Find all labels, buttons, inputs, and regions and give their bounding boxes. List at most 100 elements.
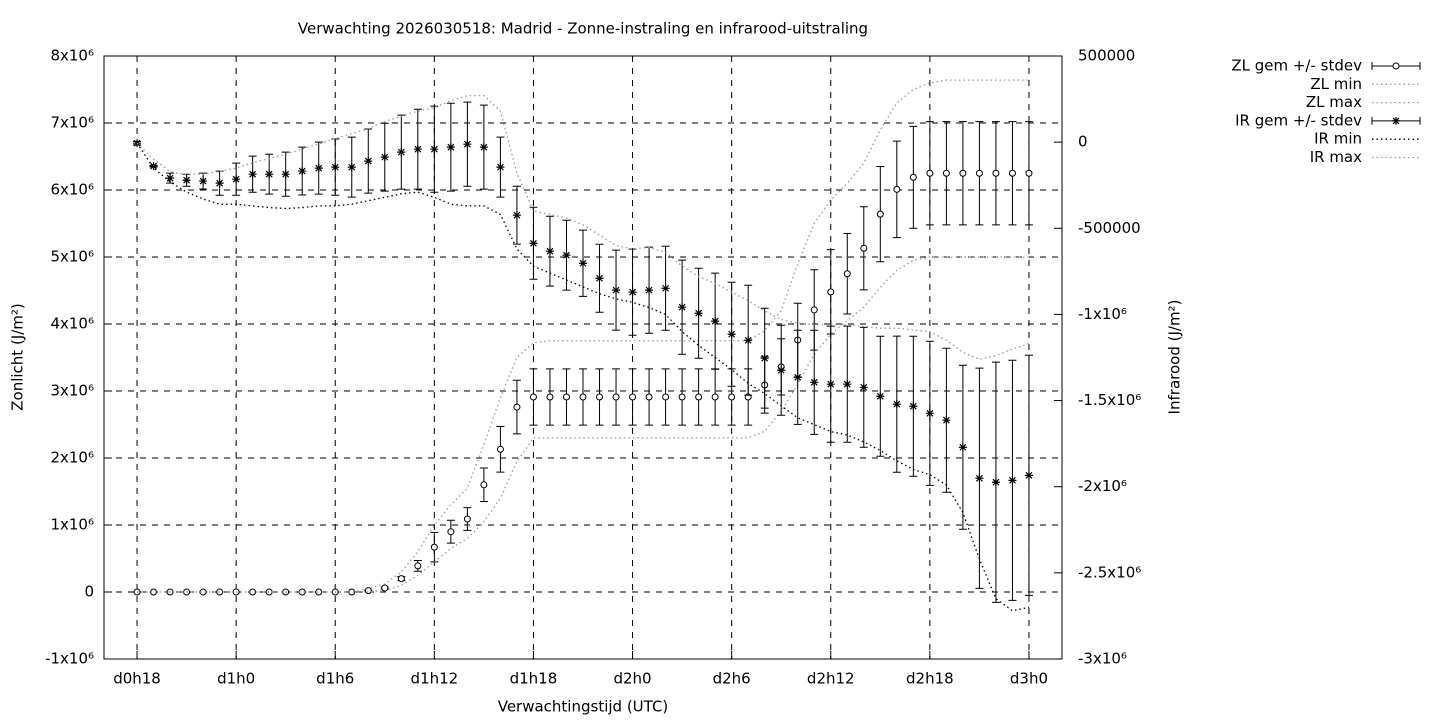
point <box>760 354 769 363</box>
y-tick-label: 3x10⁶ <box>50 382 94 400</box>
legend-label: ZL gem +/- stdev <box>1231 57 1362 75</box>
point <box>695 393 703 401</box>
y-tick-label: -1x10⁶ <box>45 650 94 668</box>
y-tick-label: 0 <box>84 583 94 601</box>
point <box>661 284 670 293</box>
point <box>430 145 439 154</box>
point <box>314 164 323 173</box>
point <box>579 393 587 401</box>
point <box>711 393 719 401</box>
legend-marker <box>1392 62 1400 70</box>
point <box>678 303 687 312</box>
point <box>480 481 488 489</box>
point <box>315 588 323 596</box>
point <box>1024 471 1033 480</box>
point <box>562 251 571 260</box>
point <box>975 169 983 177</box>
x-tick-label: d1h18 <box>510 670 558 688</box>
point <box>959 169 967 177</box>
point <box>562 393 570 401</box>
x-tick-label: d1h0 <box>217 670 255 688</box>
point <box>331 163 340 172</box>
point <box>810 306 818 314</box>
point <box>248 170 257 179</box>
point <box>149 162 158 171</box>
point <box>447 528 455 536</box>
point <box>529 239 538 248</box>
y2-tick-label: -1x10⁶ <box>1078 305 1127 323</box>
point <box>546 393 554 401</box>
point <box>380 153 389 162</box>
x-tick-label: d2h12 <box>807 670 855 688</box>
point <box>496 163 505 172</box>
point <box>694 309 703 318</box>
point <box>645 286 654 295</box>
point <box>860 244 868 252</box>
point <box>216 588 224 596</box>
point <box>991 478 1000 487</box>
point <box>463 140 472 149</box>
plot-frame <box>103 55 1063 660</box>
point <box>579 259 587 268</box>
point <box>612 286 621 295</box>
point <box>232 175 241 184</box>
legend-label: IR min <box>1314 130 1362 148</box>
point <box>1008 169 1016 177</box>
point <box>728 393 736 401</box>
point <box>711 317 720 326</box>
point <box>629 393 637 401</box>
point <box>512 211 521 220</box>
y-axis-label: Zonlicht (J/m²) <box>9 303 27 411</box>
y2-tick-label: -2x10⁶ <box>1078 477 1127 495</box>
x-tick-label: d1h12 <box>411 670 459 688</box>
legend-label: ZL max <box>1306 93 1362 111</box>
point <box>265 170 274 179</box>
point <box>892 400 901 409</box>
legend-label: IR gem +/- stdev <box>1235 111 1362 129</box>
y-tick-label: 1x10⁶ <box>50 516 94 534</box>
point <box>397 148 406 157</box>
point <box>413 145 422 154</box>
y-tick-label: 4x10⁶ <box>50 315 94 333</box>
y2-tick-label: -500000 <box>1078 219 1141 237</box>
point <box>909 173 917 181</box>
point <box>727 330 736 339</box>
x-axis-label: Verwachtingstijd (UTC) <box>498 698 669 716</box>
point <box>744 336 753 345</box>
point <box>843 380 852 389</box>
range-line <box>136 142 1030 612</box>
point <box>463 515 471 523</box>
point <box>645 393 653 401</box>
point <box>166 588 174 596</box>
point <box>925 409 934 418</box>
y-tick-label: 8x10⁶ <box>50 47 94 65</box>
point <box>1025 169 1033 177</box>
chart-title: Verwachting 2026030518: Madrid - Zonne-i… <box>298 20 868 38</box>
point <box>414 562 422 570</box>
point <box>446 143 455 152</box>
point <box>876 392 885 401</box>
x-tick-label: d1h6 <box>316 670 354 688</box>
point <box>777 366 786 375</box>
point <box>545 247 554 256</box>
point <box>827 288 835 296</box>
point <box>793 373 802 382</box>
point <box>496 445 504 453</box>
point <box>430 543 438 551</box>
y2-tick-label: 0 <box>1078 133 1088 151</box>
x-tick-label: d2h6 <box>713 670 751 688</box>
point <box>810 378 819 387</box>
y-tick-label: 7x10⁶ <box>50 114 94 132</box>
legend-label: IR max <box>1310 148 1362 166</box>
range-line <box>136 94 1030 360</box>
y2-tick-label: 500000 <box>1078 47 1135 65</box>
y2-axis-label: Infrarood (J/m²) <box>1166 300 1184 415</box>
point <box>942 416 951 425</box>
point <box>479 143 488 152</box>
point <box>859 383 868 392</box>
point <box>942 169 950 177</box>
point <box>513 403 521 411</box>
range-line <box>137 79 1029 593</box>
point <box>215 179 224 188</box>
